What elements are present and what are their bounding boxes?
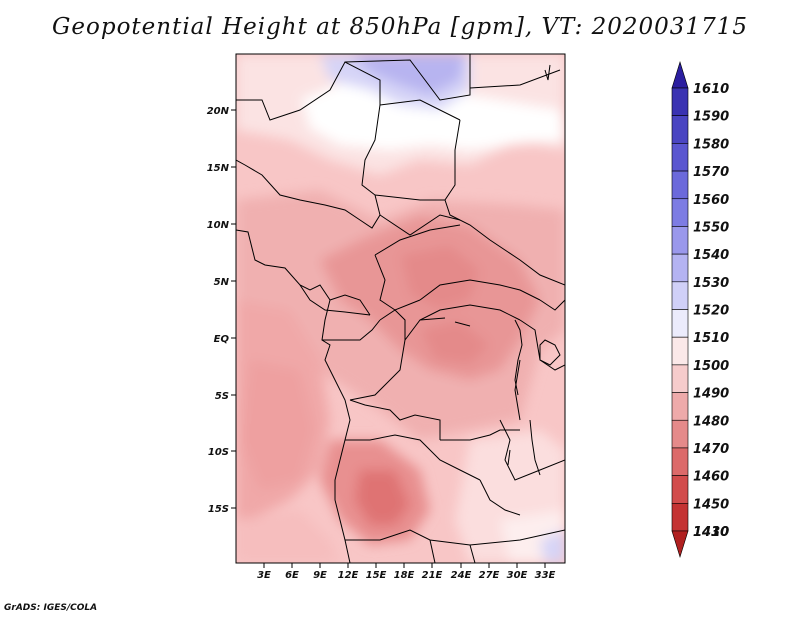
colorbar-segment — [671, 170, 689, 200]
colorbar-segment — [671, 281, 689, 310]
y-tick-20n: 20N — [207, 106, 236, 117]
colorbar-label: 1550 — [693, 220, 729, 235]
x-tick-21e: 21E — [422, 563, 443, 581]
colorbar-segment — [671, 503, 689, 532]
x-tick-18e: 18E — [394, 563, 415, 581]
colorbar-label: 1430 — [693, 525, 729, 540]
x-tick-12e: 12E — [338, 563, 359, 581]
colorbar-label: 1560 — [693, 193, 729, 208]
colorbar: 1610 1590 1580 1570 1560 1550 1540 1530 1520 1510… — [671, 60, 729, 559]
colorbar-segment — [671, 475, 689, 504]
colorbar-segment — [671, 60, 689, 89]
svg-text:9E: 9E — [313, 570, 327, 581]
colorbar-segment — [671, 530, 689, 559]
x-axis: 3E 6E 9E 12E 15E 18E 21E 24E 27E 30E 33E — [257, 563, 556, 581]
svg-text:15E: 15E — [366, 570, 387, 581]
y-tick-15n: 15N — [207, 163, 236, 174]
y-tick-eq: EQ — [214, 334, 236, 345]
svg-text:5N: 5N — [214, 277, 230, 288]
colorbar-segment — [671, 336, 689, 366]
svg-text:5S: 5S — [215, 391, 229, 402]
x-tick-33e: 33E — [535, 563, 556, 581]
svg-text:30E: 30E — [507, 570, 528, 581]
colorbar-label: 1500 — [693, 359, 729, 374]
x-tick-6e: 6E — [285, 563, 299, 581]
colorbar-label: 1610 — [693, 82, 729, 97]
colorbar-segment — [671, 115, 689, 144]
colorbar-segment — [671, 87, 689, 116]
svg-text:18E: 18E — [394, 570, 415, 581]
svg-text:27E: 27E — [479, 570, 500, 581]
svg-text:24E: 24E — [451, 570, 472, 581]
colorbar-segment — [671, 143, 689, 172]
geopotential-field — [236, 54, 565, 563]
x-tick-15e: 15E — [366, 563, 387, 581]
svg-text:10N: 10N — [207, 220, 230, 231]
map-frame — [235, 53, 566, 564]
colorbar-label: 1590 — [693, 110, 729, 125]
y-tick-10s: 10S — [208, 447, 236, 458]
colorbar-label: 1490 — [693, 387, 729, 402]
svg-text:10S: 10S — [208, 447, 229, 458]
svg-text:EQ: EQ — [214, 334, 230, 345]
colorbar-label: 1530 — [693, 276, 729, 291]
footer-credit: GrADS: IGES/COLA — [4, 603, 98, 613]
y-tick-5n: 5N — [214, 277, 236, 288]
svg-text:15S: 15S — [208, 504, 229, 515]
svg-text:21E: 21E — [422, 570, 443, 581]
colorbar-label: 1480 — [693, 414, 729, 429]
colorbar-label: 1470 — [693, 442, 729, 457]
svg-text:6E: 6E — [285, 570, 299, 581]
x-tick-30e: 30E — [507, 563, 528, 581]
colorbar-label: 1460 — [693, 470, 729, 485]
x-tick-9e: 9E — [313, 563, 327, 581]
x-tick-24e: 24E — [451, 563, 472, 581]
colorbar-segment — [671, 447, 689, 476]
chart-title: Geopotential Height at 850hPa [gpm], VT:… — [52, 14, 748, 40]
y-axis: 20N 15N 10N 5N EQ 5S 10S 15S — [207, 106, 236, 515]
colorbar-label: 1540 — [693, 248, 729, 263]
country-borders — [236, 54, 565, 563]
x-tick-27e: 27E — [479, 563, 500, 581]
colorbar-label: 1520 — [693, 304, 729, 319]
colorbar-label: 1410 — [693, 525, 729, 540]
svg-text:3E: 3E — [257, 570, 271, 581]
svg-text:20N: 20N — [207, 106, 230, 117]
colorbar-label: 1450 — [693, 497, 729, 512]
colorbar-segment — [671, 364, 689, 393]
colorbar-segment — [671, 198, 689, 227]
y-tick-5s: 5S — [215, 391, 236, 402]
colorbar-segment — [671, 226, 689, 255]
y-tick-10n: 10N — [207, 220, 236, 231]
colorbar-segment — [671, 309, 689, 338]
colorbar-label: 1580 — [693, 137, 729, 152]
y-tick-15s: 15S — [208, 504, 236, 515]
svg-text:15N: 15N — [207, 163, 230, 174]
colorbar-segment — [671, 253, 689, 283]
colorbar-segment — [671, 419, 689, 449]
colorbar-label: 1510 — [693, 331, 729, 346]
svg-text:12E: 12E — [338, 570, 359, 581]
svg-text:33E: 33E — [535, 570, 556, 581]
x-tick-3e: 3E — [257, 563, 271, 581]
colorbar-segment — [671, 392, 689, 421]
colorbar-label: 1570 — [693, 165, 729, 180]
